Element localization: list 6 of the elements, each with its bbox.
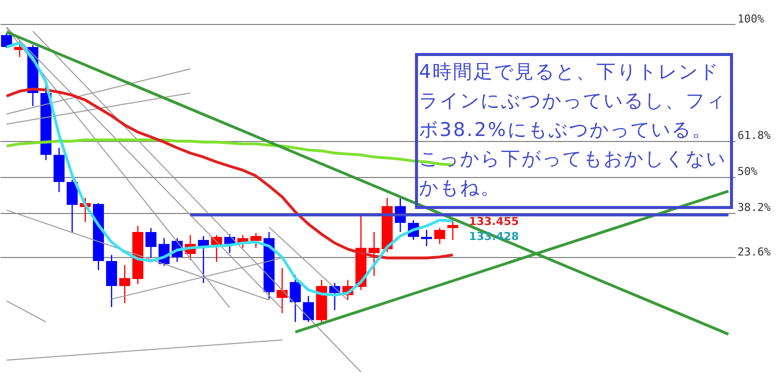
annotation: 133.455 [468,215,519,228]
y-tick-label: 50% [738,165,758,178]
y-tick-label: 61.8% [738,129,771,142]
y-tick-label: 100% [738,12,764,26]
y-tick-label: 23.6% [738,246,771,259]
y-tick-label: 38.2% [738,201,771,214]
